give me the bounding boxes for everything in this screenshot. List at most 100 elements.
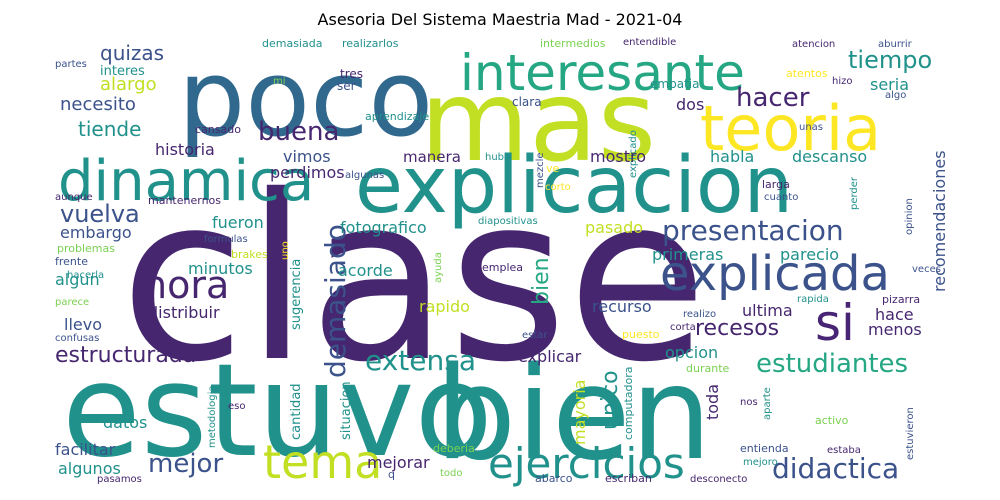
word-fueron: fueron bbox=[212, 213, 264, 232]
word-perder: perder bbox=[849, 176, 860, 210]
word-clase: clase bbox=[120, 146, 707, 412]
word-facilitar: facilitar bbox=[55, 440, 116, 459]
word-hace: hace bbox=[875, 305, 914, 324]
word-situacion: situacion bbox=[339, 381, 354, 440]
word-rapido: rapido bbox=[419, 297, 470, 316]
word-teoria: teoria bbox=[700, 92, 881, 165]
word-interesante: interesante bbox=[460, 44, 745, 102]
word-activo: activo bbox=[815, 414, 849, 427]
word-unas: unas bbox=[799, 122, 823, 133]
word-algo: algo bbox=[885, 90, 906, 101]
word-ve: ve bbox=[546, 162, 560, 175]
word-menos: menos bbox=[868, 320, 922, 339]
word-uno: uno bbox=[280, 241, 291, 260]
word-si: si bbox=[815, 294, 855, 352]
word-aunque: aunque bbox=[55, 192, 93, 203]
word-presentacion: presentacion bbox=[662, 214, 844, 247]
word-ayuda: ayuda bbox=[433, 252, 444, 283]
word-recomendaciones: recomendaciones bbox=[930, 150, 949, 292]
word-estuvieron: estuvieron bbox=[905, 407, 916, 460]
word-mas: mas bbox=[420, 57, 656, 187]
word-mezcle: mezcle bbox=[535, 152, 546, 188]
word-hizo: hizo bbox=[832, 76, 852, 87]
word-cuanto: cuanto bbox=[764, 192, 798, 203]
word-mejoro: mejoro bbox=[743, 457, 778, 468]
word-seria: seria bbox=[870, 75, 909, 94]
word-aparte: aparte bbox=[762, 387, 773, 420]
word-ejercicios: ejercicios bbox=[488, 439, 685, 488]
word-parecio: parecio bbox=[780, 245, 839, 264]
word-q: q bbox=[388, 468, 395, 481]
word-corta: corta bbox=[670, 322, 696, 333]
word-explicado: explicado bbox=[628, 130, 639, 178]
word-ultima: ultima bbox=[742, 301, 793, 320]
word-tema: tema bbox=[263, 435, 382, 489]
word-minutos: minutos bbox=[188, 259, 253, 278]
word-pasado: pasado bbox=[585, 218, 643, 237]
word-mi: mi bbox=[273, 76, 286, 87]
word-escriban: escriban bbox=[605, 472, 652, 485]
word-diapositivas: diapositivas bbox=[478, 216, 538, 227]
word-aprendizaje: aprendizaje bbox=[365, 110, 429, 123]
word-durante: durante bbox=[686, 362, 730, 375]
word-veces: veces bbox=[912, 264, 941, 275]
word-manera: manera bbox=[403, 148, 461, 166]
word-demasiada: demasiada bbox=[262, 37, 322, 50]
word-mejorar: mejorar bbox=[367, 453, 430, 472]
word-habla: habla bbox=[710, 147, 754, 166]
word-computadora: computadora bbox=[622, 367, 635, 440]
word-deberia: deberia bbox=[433, 442, 475, 455]
word-extensa: extensa bbox=[365, 344, 476, 377]
word-frente: frente bbox=[55, 255, 88, 268]
word-todo: todo bbox=[440, 468, 463, 479]
word-parece: parece bbox=[55, 297, 89, 308]
word-intermedios: intermedios bbox=[540, 37, 606, 50]
word-clara: clara bbox=[512, 95, 542, 109]
word-dinamica: dinamica bbox=[58, 149, 314, 214]
word-datos: datos bbox=[103, 413, 147, 432]
word-rapida: rapida bbox=[797, 294, 829, 305]
word-brakes: brakes bbox=[231, 248, 268, 261]
word-metodologia: metodologia bbox=[207, 385, 218, 448]
word-buena: buena bbox=[258, 117, 339, 147]
word-pizarra: pizarra bbox=[882, 293, 920, 306]
word-eso: eso bbox=[228, 401, 245, 412]
word-dos: dos bbox=[676, 95, 704, 114]
word-descanso: descanso bbox=[792, 147, 867, 166]
word-estructurada: estructurada bbox=[55, 343, 196, 368]
word-cansado: cansado bbox=[195, 123, 241, 136]
word-estudiantes: estudiantes bbox=[756, 349, 908, 379]
word-formulas: formulas bbox=[204, 234, 248, 245]
word-explicada: explicada bbox=[660, 246, 890, 302]
word-desconecto: desconecto bbox=[690, 474, 747, 485]
word-necesito: necesito bbox=[60, 94, 136, 115]
word-distribuir: distribuir bbox=[148, 303, 220, 322]
word-hora: hora bbox=[143, 263, 229, 307]
word-abarco: abarco bbox=[535, 472, 573, 485]
word-estar: estar bbox=[522, 330, 548, 341]
word-explicar: explicar bbox=[518, 347, 582, 366]
word-partes: partes bbox=[55, 59, 87, 70]
word-vuelva: vuelva bbox=[60, 200, 140, 228]
word-embargo: embargo bbox=[60, 223, 132, 242]
word-poco: poco bbox=[178, 37, 433, 160]
word-nos: nos bbox=[740, 397, 758, 408]
word-sugerencia: sugerencia bbox=[289, 259, 304, 330]
word-didactica: didactica bbox=[772, 452, 899, 485]
word-tres: tres bbox=[340, 67, 363, 81]
word-opcion: opcion bbox=[665, 343, 718, 362]
word-confusas: confusas bbox=[55, 333, 99, 344]
word-toda: toda bbox=[703, 384, 722, 420]
word-fotografico: fotografico bbox=[340, 218, 427, 237]
word-quizas: quizas bbox=[100, 41, 164, 65]
word-mantenernos: mantenernos bbox=[148, 194, 221, 207]
word-hubo: hubo bbox=[485, 152, 510, 163]
word-bien-big: bien bbox=[435, 340, 712, 489]
word-opinion: opinion bbox=[904, 198, 915, 235]
word-ser: ser bbox=[337, 79, 356, 93]
word-puesto: puesto bbox=[622, 328, 660, 341]
word-historia: historia bbox=[155, 140, 215, 159]
word-explicacion: explicacion bbox=[355, 141, 793, 231]
word-llevo: llevo bbox=[64, 315, 102, 334]
